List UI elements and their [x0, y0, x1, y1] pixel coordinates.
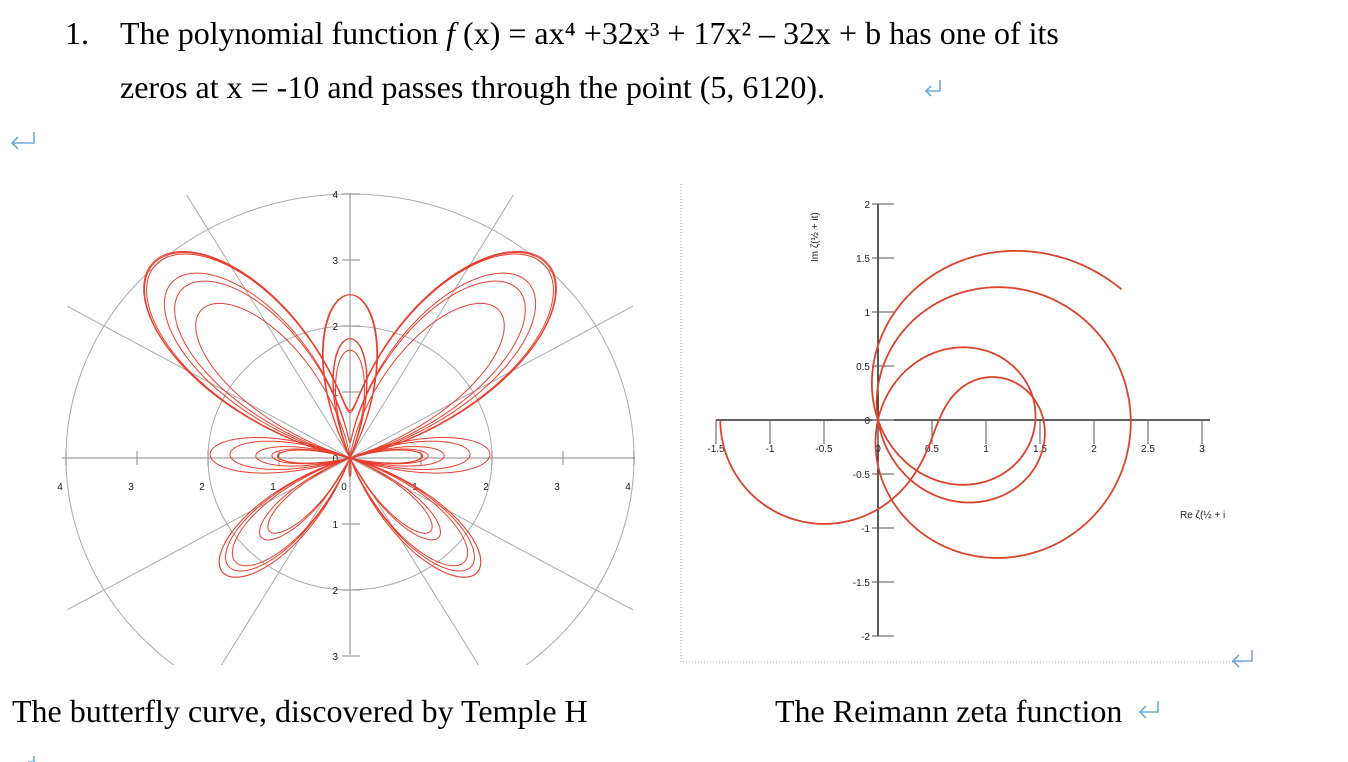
x-tick-label: 0 — [875, 444, 881, 455]
x-tick-label: 2.5 — [1141, 444, 1155, 455]
x-tick-label: 3 — [554, 482, 560, 493]
y-tick-label: -1 — [861, 524, 870, 535]
return-mark — [924, 80, 941, 97]
y-tick-label: 0 — [332, 454, 338, 465]
caption: The Reimann zeta function — [775, 693, 1122, 729]
x-tick-label: 4 — [57, 482, 63, 493]
caption: The butterfly curve, discovered by Templ… — [12, 693, 588, 729]
question-text: The polynomial function — [120, 15, 446, 51]
question-number: 1. — [65, 15, 89, 51]
x-tick-label: 1 — [270, 482, 276, 493]
y-tick-label: 1.5 — [856, 254, 870, 265]
x-axis-label: Re ζ(½ + i — [1180, 510, 1225, 521]
y-tick-label: 2 — [332, 322, 338, 333]
y-tick-label: 1 — [332, 520, 338, 531]
y-tick-label: 3 — [332, 256, 338, 267]
x-tick-label: 0.5 — [925, 444, 939, 455]
question-text: (x) = ax⁴ +32x³ + 17x² – 32x + b has one… — [455, 15, 1059, 51]
zeta-figure: -1.5 -1 -0.5 0 0.5 1 1.5 2 2.5 3 2 1.5 1 0.5 0 -0.5 -1 -1… — [680, 184, 1242, 663]
x-tick-label: 1.5 — [1033, 444, 1047, 455]
y-tick-label: 0.5 — [856, 362, 870, 373]
y-tick-label: 1 — [864, 308, 870, 319]
y-tick-label: 3 — [332, 652, 338, 663]
figure-frame — [680, 184, 1242, 663]
question-line: The polynomial function f (x) = ax⁴ +32x… — [120, 15, 1059, 51]
return-mark — [1231, 650, 1253, 668]
x-tick-label: -1.5 — [707, 444, 725, 455]
x-tick-label: 3 — [1199, 444, 1205, 455]
y-tick-label: -1.5 — [853, 578, 871, 589]
y-axis-label: Im ζ(½ + it) — [810, 212, 821, 262]
return-mark — [28, 756, 35, 762]
x-tick-label: 2 — [199, 482, 205, 493]
y-tick-label: 2 — [332, 586, 338, 597]
y-tick-label: -2 — [861, 632, 870, 643]
x-tick-label: 3 — [128, 482, 134, 493]
x-tick-label: 2 — [1091, 444, 1097, 455]
question-line: zeros at x = -10 and passes through the … — [120, 69, 825, 105]
x-tick-label: 4 — [625, 482, 631, 493]
x-tick-label: 2 — [483, 482, 489, 493]
x-tick-label: 1 — [983, 444, 989, 455]
return-mark — [1138, 701, 1159, 719]
x-tick-label: -0.5 — [815, 444, 833, 455]
zeta-curve — [719, 250, 1132, 559]
y-tick-label: -0.5 — [853, 470, 871, 481]
y-tick-label: 2 — [864, 200, 870, 211]
y-tick-label: 4 — [332, 190, 338, 201]
x-tick-label: 0 — [341, 482, 347, 493]
return-mark — [10, 132, 35, 150]
x-tick-label: -1 — [766, 444, 775, 455]
butterfly-curve — [143, 251, 557, 578]
y-tick-label: 0 — [864, 416, 870, 427]
